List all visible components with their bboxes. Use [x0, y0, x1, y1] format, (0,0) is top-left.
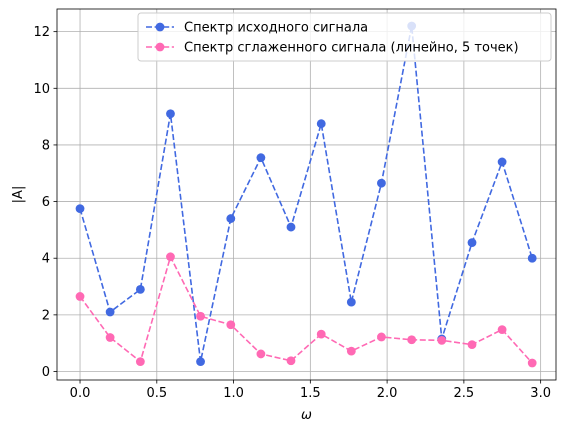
x-tick-label: 0.0 — [70, 386, 91, 401]
legend-entry: Спектр сглаженного сигнала (линейно, 5 т… — [146, 41, 519, 56]
data-point — [135, 284, 145, 294]
y-tick-label: 6 — [42, 195, 50, 210]
data-point — [527, 253, 537, 263]
y-tick-label: 2 — [42, 308, 50, 323]
data-point — [377, 332, 386, 342]
series-line — [79, 25, 533, 362]
data-point — [407, 335, 417, 345]
series-2 — [75, 252, 537, 368]
x-axis: 0.0 0.5 1.0 1.5 2.0 2.5 3.0 — [70, 380, 551, 401]
y-tick-label: 0 — [42, 365, 50, 380]
data-point — [75, 292, 85, 301]
data-point — [105, 307, 115, 317]
data-point — [256, 153, 266, 163]
y-tick-label: 8 — [42, 138, 50, 153]
y-axis: 0 2 4 6 8 10 12 — [33, 25, 57, 380]
data-point — [467, 238, 477, 248]
data-point — [377, 178, 386, 188]
legend-label: Спектр исходного сигнала — [184, 21, 368, 36]
data-point — [166, 252, 175, 262]
data-point — [316, 119, 326, 129]
data-point — [497, 325, 507, 334]
x-tick-label: 2.5 — [454, 386, 475, 401]
data-point — [196, 311, 205, 321]
legend-box — [137, 12, 552, 62]
data-point — [467, 340, 477, 349]
y-tick-label: 4 — [42, 252, 50, 267]
data-point — [226, 320, 236, 330]
series-layer — [75, 21, 537, 368]
x-tick-label: 2.0 — [377, 386, 398, 401]
legend: Спектр исходного сигнала Спектр сглаженно… — [137, 12, 552, 62]
data-point — [135, 357, 145, 366]
data-point — [437, 335, 447, 345]
x-tick-label: 1.5 — [300, 386, 321, 401]
legend-marker — [155, 42, 165, 52]
x-tick-label: 3.0 — [530, 386, 551, 401]
x-axis-label: ω — [301, 408, 312, 423]
legend-entry: Спектр исходного сигнала — [146, 21, 368, 36]
data-point — [316, 329, 326, 339]
plot-area — [56, 8, 557, 381]
data-point — [497, 157, 507, 167]
data-point — [166, 109, 175, 119]
data-point — [226, 214, 236, 223]
data-point — [346, 346, 356, 356]
data-point — [527, 358, 537, 368]
x-tick-label: 1.0 — [223, 386, 244, 401]
series-line — [79, 254, 533, 364]
y-tick-label: 12 — [33, 25, 50, 40]
data-point — [346, 297, 356, 307]
legend-marker — [155, 22, 165, 32]
data-point — [256, 349, 266, 359]
legend-label: Спектр сглаженного сигнала (линейно, 5 т… — [184, 41, 519, 56]
data-point — [286, 222, 296, 232]
data-point — [75, 204, 85, 214]
data-point — [105, 333, 115, 342]
y-axis-label: |A| — [11, 186, 26, 204]
x-tick-label: 0.5 — [146, 386, 167, 401]
data-point — [286, 356, 296, 366]
y-tick-label: 10 — [33, 82, 50, 97]
data-point — [196, 357, 205, 366]
